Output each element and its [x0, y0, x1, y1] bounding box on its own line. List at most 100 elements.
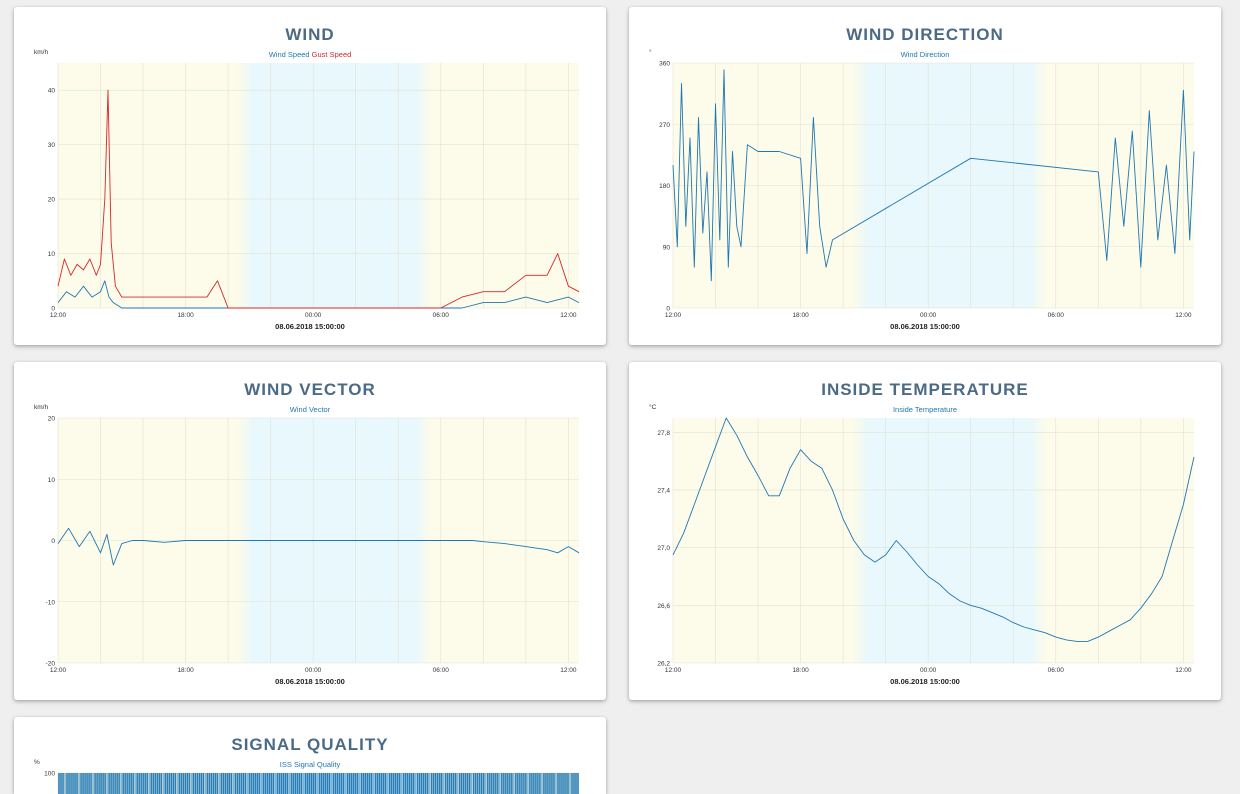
plot-area[interactable]: 0 90 180 270 360 12:00 18:00 00:00 06:00 12:00 — [629, 7, 1221, 317]
signal-bar — [264, 773, 267, 794]
signal-bar — [96, 773, 98, 794]
plot-area[interactable]: 100 — [14, 717, 606, 794]
plot-area[interactable]: 0 10 20 30 40 12:00 18:00 00:00 06:00 12:00 — [14, 7, 606, 317]
signal-bar — [452, 773, 455, 794]
signal-bar — [70, 773, 72, 794]
signal-bar — [124, 773, 126, 794]
signal-bar — [519, 773, 521, 794]
chart-date-label: 08.06.2018 15:00:00 — [275, 677, 345, 686]
x-tick-label: 00:00 — [920, 312, 937, 317]
legend-item-wind-direction[interactable]: Wind Direction — [900, 50, 950, 59]
signal-bar — [442, 773, 445, 794]
y-tick-label: 0 — [51, 306, 55, 313]
legend-item-iss-signal-quality[interactable]: ISS Signal Quality — [279, 760, 341, 769]
signal-bar — [300, 773, 303, 794]
signal-bar — [228, 773, 231, 794]
chart-title: WIND — [285, 25, 335, 44]
x-tick-label: 18:00 — [792, 312, 809, 317]
signal-bar — [194, 773, 197, 794]
signal-bar — [64, 773, 66, 794]
signal-bar — [575, 773, 577, 794]
x-tick-label: 18:00 — [792, 667, 809, 672]
signal-bar — [537, 773, 539, 794]
y-axis-unit: °C — [649, 404, 657, 411]
signal-bar — [499, 773, 501, 794]
signal-bar — [302, 773, 305, 794]
signal-bar — [294, 773, 297, 794]
chart-date-label: 08.06.2018 15:00:00 — [890, 322, 960, 331]
signal-bar — [108, 773, 110, 794]
signal-bar — [180, 773, 183, 794]
signal-bar — [162, 773, 165, 794]
y-tick-label: 10 — [48, 477, 56, 484]
signal-bar — [503, 773, 505, 794]
signal-bar — [565, 773, 567, 794]
plot-area[interactable]: 26,2 26,6 27,0 27,4 27,8 12:00 18:00 00:00 06:00… — [629, 362, 1221, 672]
legend-item-gust-speed[interactable]: Gust Speed — [311, 50, 352, 59]
signal-bar — [212, 773, 215, 794]
signal-bar — [513, 773, 515, 794]
signal-bar — [472, 773, 475, 794]
signal-bar — [198, 773, 201, 794]
signal-bar — [348, 773, 351, 794]
signal-bar — [454, 773, 457, 794]
signal-bar — [104, 773, 106, 794]
signal-bar — [102, 773, 104, 794]
signal-bar — [396, 773, 399, 794]
y-tick-label: 180 — [659, 183, 670, 190]
x-tick-label: 06:00 — [433, 667, 450, 672]
signal-bar — [258, 773, 261, 794]
signal-bar — [84, 773, 86, 794]
signal-bar — [160, 773, 162, 794]
signal-bar — [188, 773, 191, 794]
y-tick-label: 90 — [663, 244, 671, 251]
y-tick-label: 27,8 — [657, 430, 670, 437]
signal-bar — [76, 773, 78, 794]
signal-bar — [140, 773, 142, 794]
chart-card-inside-temperature: INSIDE TEMPERATURE Inside Temperature °C… — [629, 362, 1221, 700]
signal-bar — [493, 773, 495, 794]
signal-bar — [222, 773, 225, 794]
signal-bar — [106, 773, 108, 794]
legend-item-wind-speed[interactable]: Wind Speed — [268, 50, 310, 59]
x-tick-label: 12:00 — [665, 312, 682, 317]
signal-bar — [404, 773, 407, 794]
signal-bar — [310, 773, 313, 794]
signal-bar — [414, 773, 417, 794]
chart-legend: Wind Direction — [629, 50, 1221, 59]
legend-item-wind-vector[interactable]: Wind Vector — [289, 405, 331, 414]
signal-bar — [116, 773, 118, 794]
signal-bar — [252, 773, 255, 794]
signal-bar — [364, 773, 367, 794]
signal-bar — [58, 773, 60, 794]
signal-bar — [66, 773, 68, 794]
signal-bar — [466, 773, 469, 794]
signal-bar — [481, 773, 483, 794]
signal-bar — [246, 773, 249, 794]
signal-bar — [316, 773, 319, 794]
signal-bar — [288, 773, 291, 794]
signal-bar — [539, 773, 541, 794]
x-tick-label: 06:00 — [1048, 312, 1065, 317]
signal-bar — [92, 773, 94, 794]
chart-title: INSIDE TEMPERATURE — [821, 380, 1029, 399]
signal-bar — [196, 773, 199, 794]
plot-area[interactable]: -20 -10 0 10 20 12:00 18:00 00:00 06:00 12:00 — [14, 362, 606, 672]
signal-bar — [509, 773, 511, 794]
signal-bar — [312, 773, 315, 794]
signal-bar — [497, 773, 499, 794]
signal-bar — [232, 773, 235, 794]
signal-bar — [380, 773, 383, 794]
signal-bar — [174, 773, 177, 794]
signal-bar — [132, 773, 134, 794]
legend-item-inside-temperature[interactable]: Inside Temperature — [892, 405, 958, 414]
signal-bar — [553, 773, 555, 794]
signal-bar — [308, 773, 311, 794]
signal-bar — [320, 773, 323, 794]
chart-card-signal-quality: SIGNAL QUALITY ISS Signal Quality % 100 — [14, 717, 606, 794]
y-tick-label: 26,2 — [657, 661, 670, 668]
signal-bar — [362, 773, 365, 794]
y-tick-label: 0 — [666, 306, 670, 313]
signal-bar — [182, 773, 185, 794]
signal-bar — [535, 773, 537, 794]
